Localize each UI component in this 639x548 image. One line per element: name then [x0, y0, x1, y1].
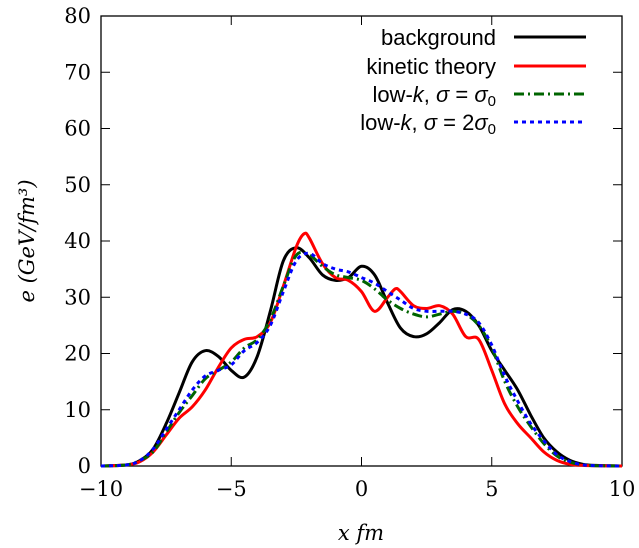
y-tick-label: 0: [78, 454, 91, 478]
y-tick-label: 50: [64, 173, 91, 197]
y-tick-label: 80: [64, 4, 91, 28]
axis-ticks: [100, 15, 623, 467]
y-tick-label: 60: [64, 117, 91, 141]
series-line-1: [100, 231, 623, 468]
x-tick-label: 5: [485, 477, 498, 501]
legend-label-0: background: [381, 25, 496, 50]
y-tick-label: 30: [64, 285, 91, 309]
series-lines: [100, 231, 623, 468]
y-axis-label: e (GeV/fm³): [15, 179, 39, 302]
legend-label-3: low-k, σ = 2σ0: [360, 110, 496, 138]
x-tick-label: −10: [79, 477, 123, 501]
legend-label-1: kinetic theory: [366, 54, 496, 79]
y-tick-label: 20: [64, 342, 91, 366]
series-line-2: [100, 250, 623, 468]
x-tick-label: 10: [609, 477, 636, 501]
legend-label-2: low-k, σ = σ0: [372, 82, 496, 110]
legend: background kinetic theory low-k, σ = σ0low…: [360, 25, 586, 138]
y-tick-label: 70: [64, 60, 91, 84]
series-line-3: [100, 251, 623, 468]
y-tick-label: 40: [64, 229, 91, 253]
x-tick-label: 0: [355, 477, 368, 501]
tick-labels: −10 −5 0 5 10 0 10 20 30 40 50 60 70 80: [64, 4, 635, 501]
y-tick-label: 10: [64, 398, 91, 422]
x-tick-label: −5: [216, 477, 247, 501]
plot-frame: [100, 15, 623, 467]
series-line-0: [100, 246, 623, 468]
x-axis-label: x fm: [338, 521, 384, 545]
